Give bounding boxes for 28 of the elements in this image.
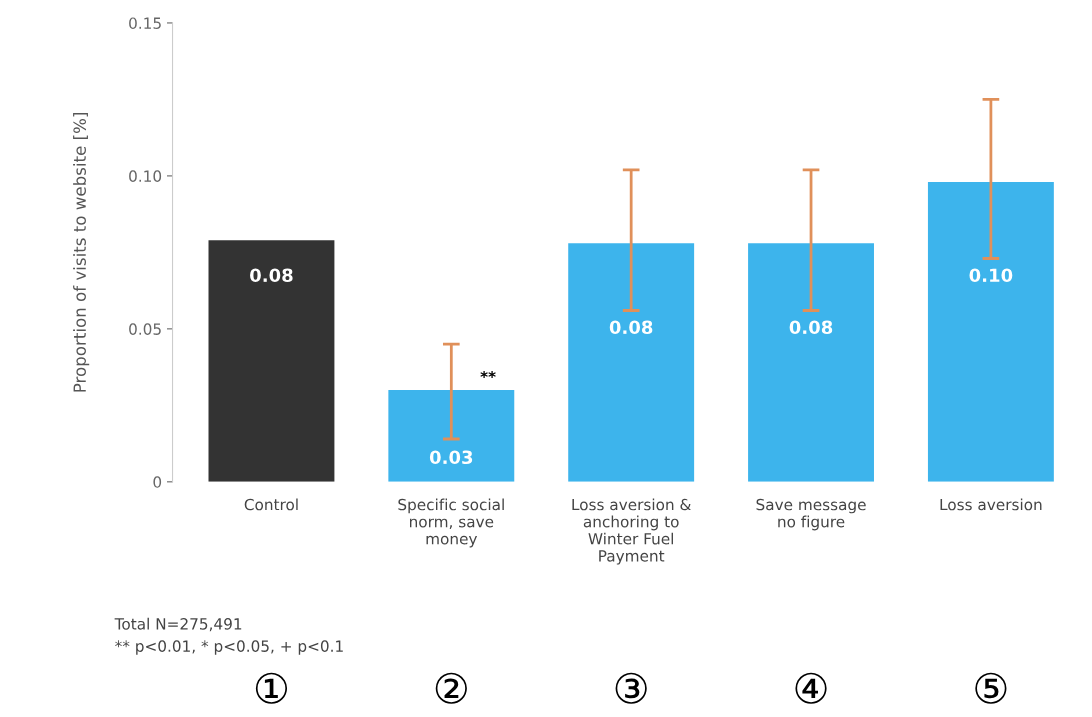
x-tick-label: Save message no figure	[756, 498, 866, 531]
y-tick-label: 0.15	[129, 17, 161, 29]
text: ③	[615, 672, 647, 704]
data-label: 0.08	[789, 320, 833, 335]
y-tick-label: 0.05	[129, 323, 161, 335]
x-tick-label: Specific social norm, save money	[398, 498, 504, 548]
text: ④	[795, 672, 827, 704]
text: ②	[435, 672, 467, 704]
data-label: 0.08	[609, 320, 653, 335]
text: ⑤	[975, 672, 1007, 704]
data-label: 0.03	[429, 450, 473, 465]
x-tick-label: Loss aversion & anchoring to Winter Fuel Payment	[572, 498, 691, 565]
data-label: 0.08	[250, 268, 293, 283]
bar	[388, 390, 515, 482]
x-tick-label: Control	[244, 498, 298, 511]
y-axis-title: Proportion of visits to website [%]	[73, 112, 90, 392]
y-tick-label: 0	[153, 476, 162, 488]
bar	[748, 243, 874, 482]
y-tick-label: 0.10	[129, 170, 162, 182]
bar	[927, 182, 1054, 482]
x-tick-label: Loss aversion	[940, 498, 1042, 511]
bar	[568, 243, 695, 482]
text: ** p<0.01, * p<0.05, + p<0.1	[115, 640, 343, 655]
bar	[208, 240, 335, 482]
data-label: 0.10	[969, 268, 1013, 283]
text: Total N=275,491	[114, 617, 242, 632]
text: ①	[255, 672, 288, 704]
annotation: **	[480, 370, 496, 379]
